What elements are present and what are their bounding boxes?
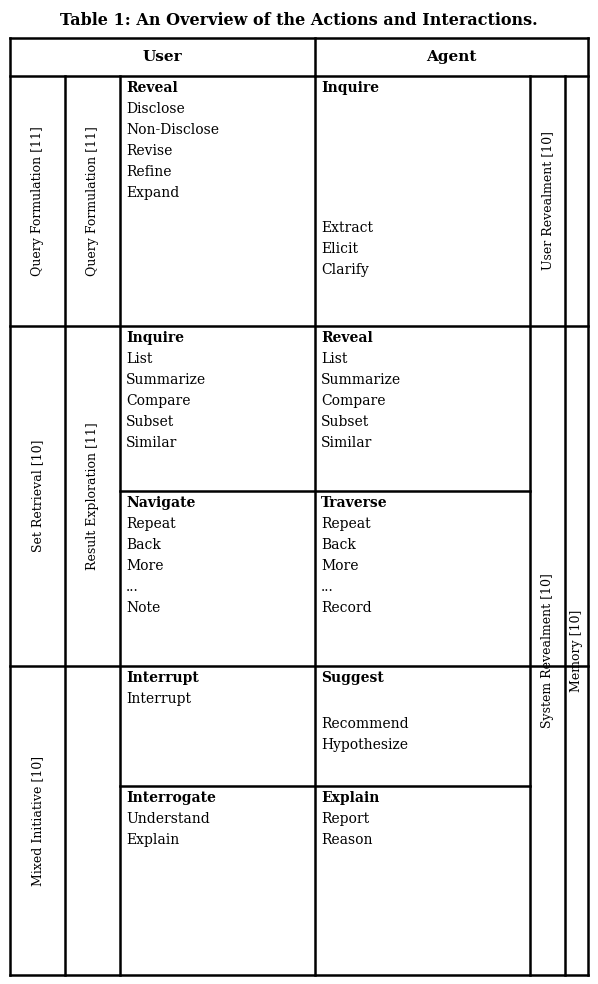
- Text: Similar: Similar: [321, 436, 373, 450]
- Text: ...: ...: [126, 580, 139, 594]
- Text: ...: ...: [321, 580, 334, 594]
- Text: Reason: Reason: [321, 833, 373, 847]
- Text: Traverse: Traverse: [321, 496, 388, 510]
- Text: List: List: [321, 352, 347, 366]
- Text: Compare: Compare: [126, 394, 191, 408]
- Text: Back: Back: [126, 538, 161, 552]
- Text: Summarize: Summarize: [321, 373, 401, 387]
- Text: Reveal: Reveal: [321, 331, 373, 345]
- Text: Set Retrieval [10]: Set Retrieval [10]: [31, 440, 44, 552]
- Text: Navigate: Navigate: [126, 496, 196, 510]
- Text: Inquire: Inquire: [126, 331, 184, 345]
- Text: Refine: Refine: [126, 165, 172, 179]
- Text: System Revealment [10]: System Revealment [10]: [541, 573, 554, 728]
- Text: Query Formulation [11]: Query Formulation [11]: [31, 126, 44, 276]
- Text: Subset: Subset: [126, 415, 174, 429]
- Text: Reveal: Reveal: [126, 81, 178, 95]
- Text: Query Formulation [11]: Query Formulation [11]: [86, 126, 99, 276]
- Text: Table 1: An Overview of the Actions and Interactions.: Table 1: An Overview of the Actions and …: [60, 12, 538, 29]
- Text: Inquire: Inquire: [321, 81, 379, 95]
- Text: Repeat: Repeat: [321, 517, 371, 531]
- Text: Result Exploration [11]: Result Exploration [11]: [86, 422, 99, 570]
- Text: Hypothesize: Hypothesize: [321, 738, 408, 752]
- Text: Back: Back: [321, 538, 356, 552]
- Text: More: More: [126, 559, 163, 573]
- Text: Summarize: Summarize: [126, 373, 206, 387]
- Text: Mixed Initiative [10]: Mixed Initiative [10]: [31, 756, 44, 886]
- Text: Compare: Compare: [321, 394, 386, 408]
- Text: Interrogate: Interrogate: [126, 791, 216, 805]
- Text: Repeat: Repeat: [126, 517, 176, 531]
- Text: Explain: Explain: [321, 791, 379, 805]
- Text: Explain: Explain: [126, 833, 179, 847]
- Text: Agent: Agent: [426, 50, 477, 64]
- Text: Subset: Subset: [321, 415, 369, 429]
- Text: Disclose: Disclose: [126, 102, 185, 116]
- Text: Non-Disclose: Non-Disclose: [126, 123, 219, 137]
- Text: Understand: Understand: [126, 812, 210, 826]
- Text: More: More: [321, 559, 358, 573]
- Text: Interrupt: Interrupt: [126, 671, 199, 685]
- Text: Memory [10]: Memory [10]: [570, 609, 583, 692]
- Text: List: List: [126, 352, 152, 366]
- Text: Suggest: Suggest: [321, 671, 384, 685]
- Text: Interrupt: Interrupt: [126, 692, 191, 706]
- Text: Expand: Expand: [126, 186, 179, 200]
- Text: Note: Note: [126, 601, 160, 615]
- Text: User: User: [143, 50, 182, 64]
- Text: Report: Report: [321, 812, 369, 826]
- Text: Revise: Revise: [126, 144, 172, 158]
- Text: Similar: Similar: [126, 436, 178, 450]
- Text: Clarify: Clarify: [321, 263, 369, 277]
- Text: Extract: Extract: [321, 221, 373, 235]
- Text: User Revealment [10]: User Revealment [10]: [541, 132, 554, 271]
- Text: Record: Record: [321, 601, 371, 615]
- Text: Recommend: Recommend: [321, 716, 408, 730]
- Text: Elicit: Elicit: [321, 242, 358, 256]
